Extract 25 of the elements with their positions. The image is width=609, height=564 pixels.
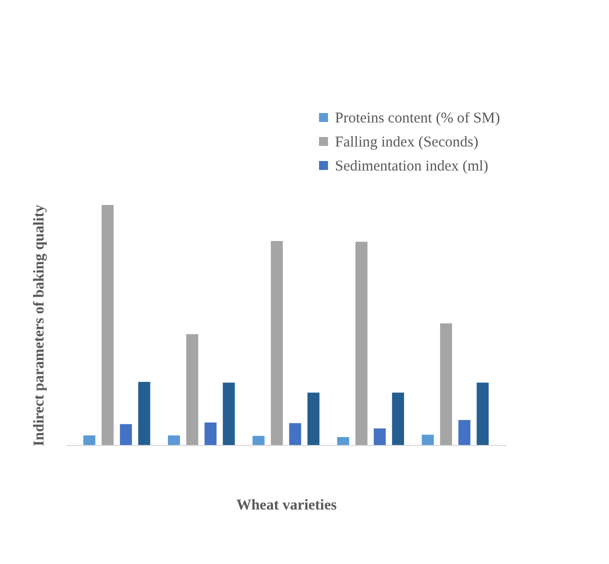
bar xyxy=(204,422,217,445)
legend-label: Sedimentation index (ml) xyxy=(335,158,488,174)
bar xyxy=(374,428,386,445)
bar xyxy=(337,437,350,445)
bar xyxy=(476,382,489,445)
bar xyxy=(186,334,198,445)
bar xyxy=(252,436,265,445)
bar xyxy=(458,420,470,445)
x-axis-title: Wheat varieties xyxy=(236,498,337,514)
bar xyxy=(120,424,132,445)
legend-label: Proteins content (% of SM) xyxy=(335,110,500,126)
y-axis-title: Indirect parameters of baking quality xyxy=(32,204,48,446)
bar xyxy=(440,323,452,445)
bar xyxy=(102,205,114,445)
bar xyxy=(83,435,96,445)
bar xyxy=(355,242,368,445)
bar xyxy=(392,392,404,445)
bar xyxy=(289,423,302,445)
bar xyxy=(138,382,150,445)
bar xyxy=(270,241,283,445)
bar xyxy=(422,434,434,445)
legend-label: Falling index (Seconds) xyxy=(335,134,478,150)
bar xyxy=(168,435,180,445)
bar xyxy=(307,392,320,445)
bar xyxy=(222,382,235,445)
